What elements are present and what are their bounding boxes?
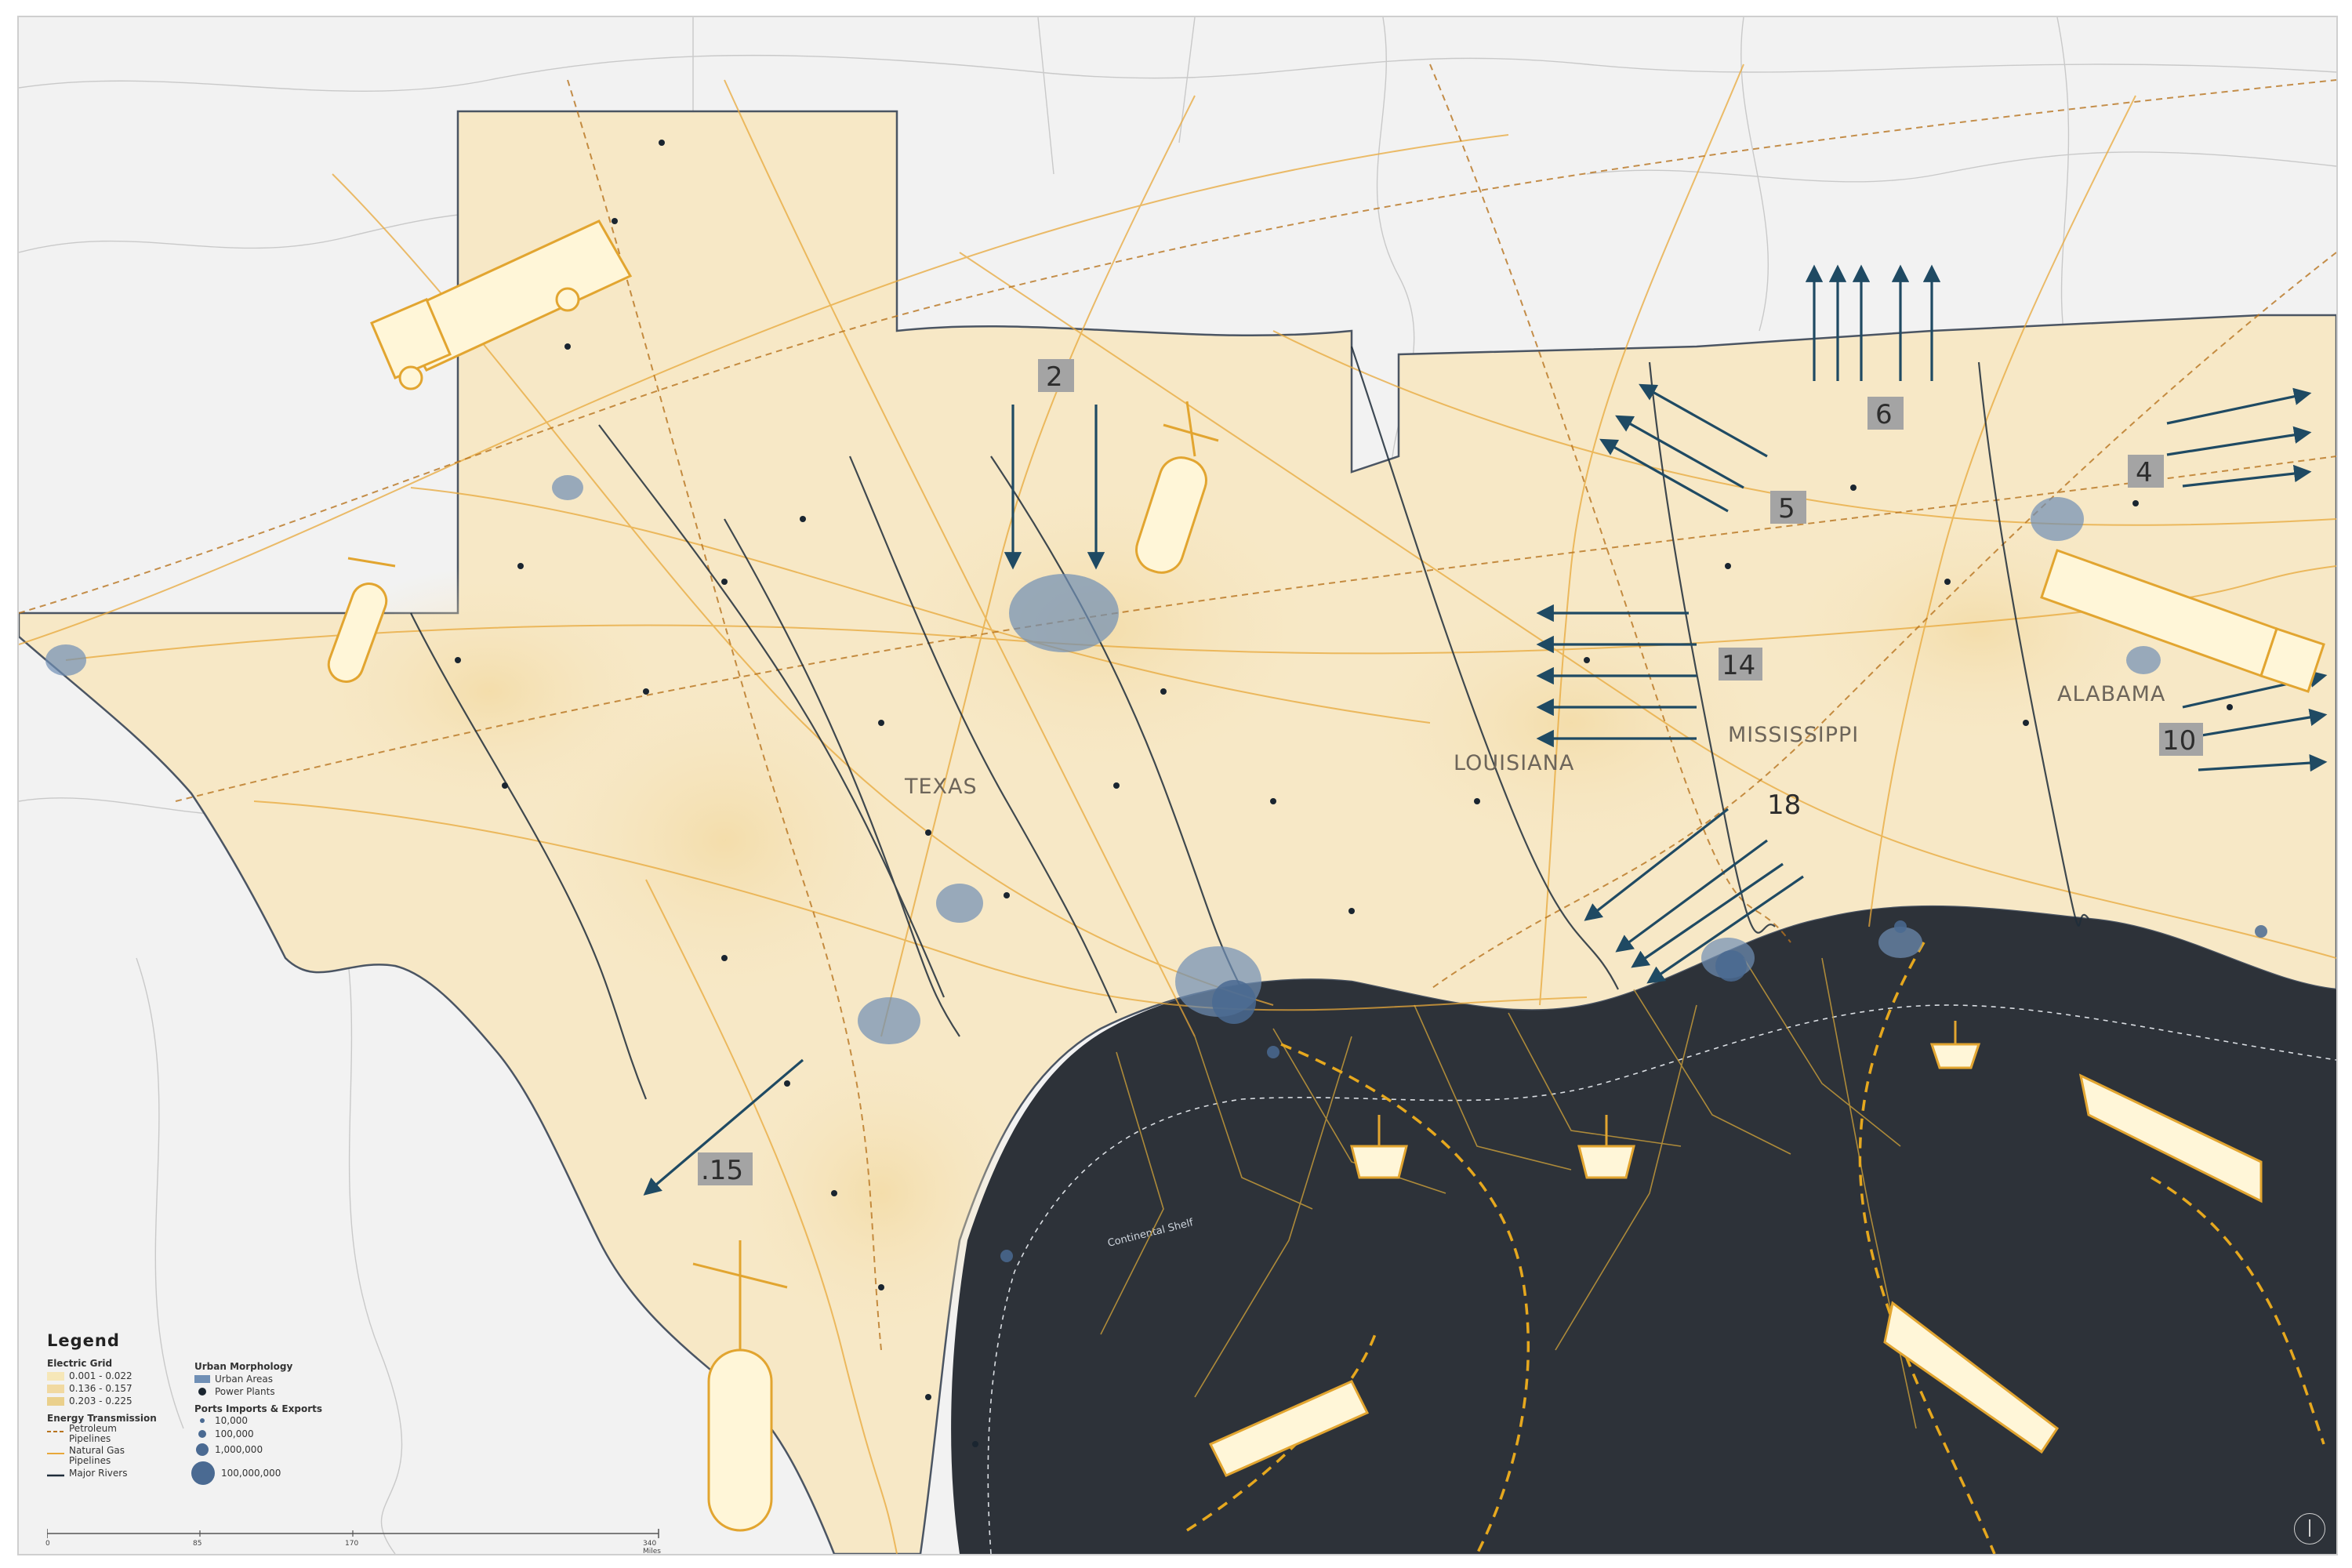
port-size-2-swatch xyxy=(198,1430,206,1438)
state-label-mississippi: MISSISSIPPI xyxy=(1728,723,1859,747)
flow-label-louisiana-west: 14 xyxy=(1722,650,1755,681)
power-plants-label: Power Plants xyxy=(215,1386,275,1397)
urban-areas-swatch xyxy=(194,1375,210,1383)
ports-heading: Ports Imports & Exports xyxy=(194,1403,323,1414)
map-frame: Continental Shelf xyxy=(17,16,2338,1555)
electric-grid-class-3: 0.203 - 0.225 xyxy=(69,1396,132,1406)
train-illustration xyxy=(2040,549,2325,693)
tanker-illustration-2 xyxy=(1883,1301,2060,1454)
electric-grid-swatch-2 xyxy=(47,1385,64,1393)
port-size-2-label: 100,000 xyxy=(215,1428,254,1439)
flow-label-east-alabama: 4 xyxy=(2136,457,2153,488)
petroleum-label: Petroleum Pipelines xyxy=(69,1423,117,1444)
energy-region xyxy=(19,110,2336,1554)
flow-label-north-mississippi: 6 xyxy=(1875,399,1893,430)
legend: Legend Electric Grid 0.001 - 0.022 0.136… xyxy=(47,1331,423,1519)
flow-labels: 2 6 5 4 14 18 10 .15 xyxy=(698,359,2203,1186)
valve-illustration-south xyxy=(692,1240,788,1532)
port-size-3-swatch xyxy=(196,1443,209,1456)
state-labels: TEXAS LOUISIANA MISSISSIPPI ALABAMA xyxy=(904,682,2165,799)
natural-gas-swatch xyxy=(47,1453,64,1454)
petroleum-pipelines xyxy=(19,64,2336,1351)
flow-label-mexico: .15 xyxy=(701,1155,743,1186)
urban-areas-label: Urban Areas xyxy=(215,1374,273,1385)
port-size-3-label: 1,000,000 xyxy=(215,1444,263,1455)
oil-rig-illustration-3 xyxy=(1929,1021,1981,1069)
power-plant-swatch xyxy=(198,1388,206,1396)
power-plants xyxy=(455,140,2233,1447)
petroleum-swatch xyxy=(47,1431,64,1432)
scale-tick-170: 170 xyxy=(345,1540,359,1548)
flow-label-texas-inbound: 2 xyxy=(1046,361,1063,393)
energy-flow-arrows xyxy=(643,264,2328,1196)
scale-tick-340: 340 Miles xyxy=(643,1540,661,1555)
electric-grid-swatch-3 xyxy=(47,1397,64,1406)
energy-transmission-heading: Energy Transmission xyxy=(47,1413,157,1424)
truck-illustration xyxy=(370,220,633,390)
scale-bar: 0 85 170 340 Miles xyxy=(45,1529,674,1555)
valve-illustration-north xyxy=(1135,401,1219,574)
electric-grid-swatch-1 xyxy=(47,1372,64,1381)
urban-morphology-heading: Urban Morphology xyxy=(194,1361,293,1372)
oil-rig-illustration-2 xyxy=(1577,1115,1635,1179)
tanker-illustration-1 xyxy=(2078,1073,2263,1203)
flow-label-southeast-alabama: 10 xyxy=(2162,725,2196,757)
natural-gas-label: Natural Gas Pipelines xyxy=(69,1445,125,1466)
natural-gas-pipelines xyxy=(19,64,2336,1554)
north-arrow-icon xyxy=(2294,1513,2325,1544)
rivers-label: Major Rivers xyxy=(69,1468,128,1479)
electric-grid-class-1: 0.001 - 0.022 xyxy=(69,1370,132,1381)
tanker-illustration-3 xyxy=(1208,1380,1370,1477)
major-rivers xyxy=(410,346,2089,1100)
flow-label-gulf-coast: 18 xyxy=(1767,789,1801,821)
electric-grid-class-2: 0.136 - 0.157 xyxy=(69,1383,132,1394)
urban-areas xyxy=(45,475,2161,1044)
port-size-4-label: 100,000,000 xyxy=(221,1468,281,1479)
flow-label-northwest-mississippi: 5 xyxy=(1778,493,1795,524)
state-label-alabama: ALABAMA xyxy=(2057,682,2165,706)
port-size-4-swatch xyxy=(191,1461,215,1485)
port-circles xyxy=(1000,920,2267,1262)
state-label-texas: TEXAS xyxy=(904,775,978,799)
rivers-swatch xyxy=(47,1474,64,1477)
electric-grid-heading: Electric Grid xyxy=(47,1358,113,1369)
legend-title: Legend xyxy=(47,1331,120,1350)
scale-bar-line xyxy=(47,1529,659,1538)
scale-tick-0: 0 xyxy=(45,1540,50,1548)
oil-rig-illustration-1 xyxy=(1350,1115,1408,1179)
valve-illustration-west xyxy=(327,557,396,683)
map-canvas: Continental Shelf xyxy=(19,17,2336,1554)
infrastructure-illustrations xyxy=(327,220,2325,1532)
port-size-1-swatch xyxy=(200,1418,205,1423)
scale-tick-85: 85 xyxy=(193,1540,202,1548)
state-label-louisiana: LOUISIANA xyxy=(1454,751,1574,775)
port-size-1-label: 10,000 xyxy=(215,1415,248,1426)
